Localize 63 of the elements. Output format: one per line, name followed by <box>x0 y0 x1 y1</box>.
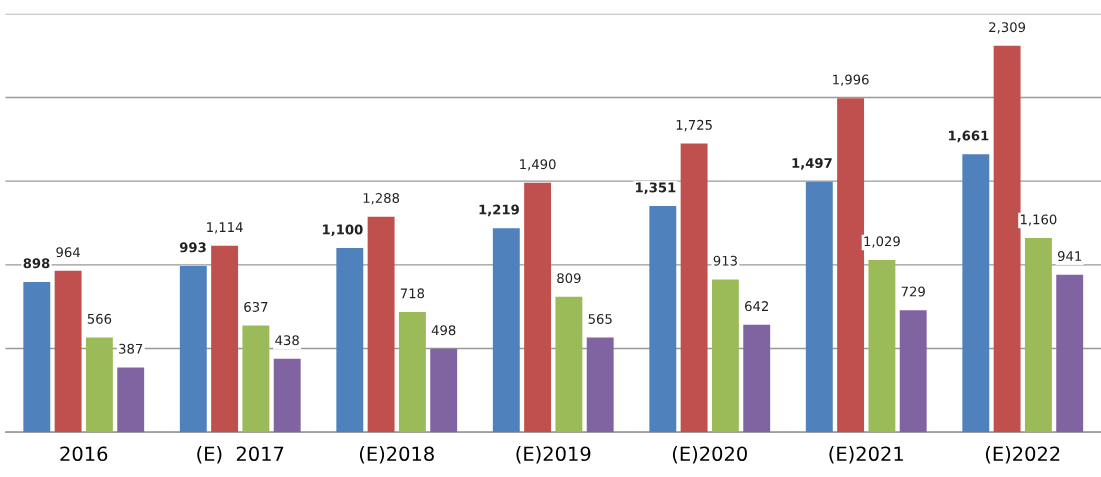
x-tick-label: 2016 <box>60 446 108 462</box>
bar <box>117 367 145 433</box>
data-label: 913 <box>713 255 737 266</box>
data-label: 941 <box>1057 251 1082 262</box>
data-label: 1,114 <box>207 222 243 234</box>
data-label: 438 <box>275 335 299 346</box>
data-label: 898 <box>23 258 50 269</box>
data-label: 964 <box>56 247 80 258</box>
bar <box>273 358 301 433</box>
bar <box>586 337 614 433</box>
bar <box>649 206 677 433</box>
bar <box>242 325 270 433</box>
bar <box>680 143 708 433</box>
bar <box>837 98 865 433</box>
bar <box>899 310 927 433</box>
x-tick-label: (E)2018 <box>359 446 434 464</box>
bar <box>805 181 833 433</box>
data-label: 993 <box>179 242 206 253</box>
x-tick-label: (E)2019 <box>516 446 591 464</box>
bar <box>179 266 207 433</box>
data-label: 1,029 <box>864 236 900 248</box>
data-label: 2,309 <box>989 22 1026 34</box>
bar <box>993 45 1021 433</box>
data-label: 718 <box>400 288 425 299</box>
bar <box>398 312 426 433</box>
data-label: 1,996 <box>833 74 869 86</box>
data-label: 1,351 <box>636 182 676 195</box>
bar <box>336 248 364 433</box>
data-label: 1,288 <box>363 192 400 205</box>
bar <box>367 216 395 433</box>
data-label: 1,497 <box>792 158 832 170</box>
data-label: 1,100 <box>323 224 363 237</box>
data-label: 1,661 <box>949 130 989 143</box>
x-tick-label: (E)2020 <box>672 446 747 464</box>
x-tick-label: (E)2021 <box>829 446 903 464</box>
data-label: 642 <box>745 301 768 312</box>
bar <box>555 296 583 433</box>
data-label: 1,160 <box>1020 214 1057 226</box>
data-label: 729 <box>901 286 925 297</box>
data-label: 809 <box>557 273 581 284</box>
data-label: 565 <box>588 313 612 324</box>
bar <box>85 337 113 433</box>
bar <box>211 245 239 433</box>
data-label: 1,490 <box>520 159 556 171</box>
bar <box>524 182 552 433</box>
bar <box>743 324 771 433</box>
bar <box>54 270 82 433</box>
data-label: 1,725 <box>676 119 712 132</box>
data-label: 387 <box>119 343 143 354</box>
bar <box>1024 238 1052 433</box>
bar <box>962 154 990 433</box>
data-label: 637 <box>244 301 268 312</box>
bar <box>711 279 739 433</box>
data-label: 498 <box>431 325 456 336</box>
bar <box>492 228 520 433</box>
bar <box>23 281 51 433</box>
bar <box>430 348 458 433</box>
x-tick-label: (E) 2017 <box>197 446 284 464</box>
data-label: 566 <box>87 313 112 324</box>
data-label: 1,219 <box>479 204 519 217</box>
bar <box>868 259 896 433</box>
bar <box>1056 274 1084 433</box>
x-tick-label: (E)2022 <box>985 446 1060 464</box>
